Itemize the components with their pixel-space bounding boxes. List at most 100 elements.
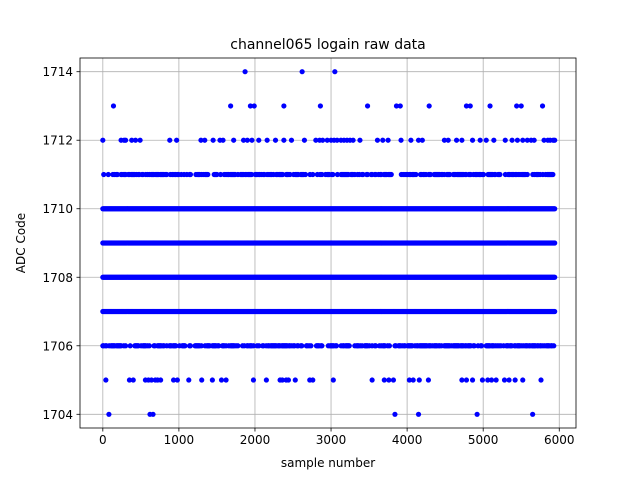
data-point bbox=[217, 171, 224, 178]
data-point bbox=[419, 137, 425, 143]
data-point bbox=[520, 377, 526, 383]
data-point bbox=[390, 377, 397, 383]
data-point bbox=[459, 137, 465, 143]
data-point bbox=[256, 343, 262, 349]
data-point bbox=[251, 103, 257, 109]
data-point bbox=[479, 377, 486, 383]
data-point bbox=[148, 377, 155, 383]
data-point bbox=[416, 377, 422, 383]
data-point bbox=[332, 69, 338, 75]
data-point bbox=[530, 411, 536, 417]
data-point bbox=[299, 343, 305, 349]
data-point bbox=[292, 377, 298, 383]
data-point bbox=[524, 137, 530, 143]
y-tick-label: 1712 bbox=[42, 134, 73, 148]
data-point bbox=[397, 103, 403, 109]
data-point bbox=[506, 377, 512, 383]
data-point bbox=[319, 171, 325, 178]
y-tick-label: 1710 bbox=[42, 202, 73, 216]
data-point bbox=[101, 171, 107, 178]
data-point bbox=[552, 206, 558, 212]
data-point bbox=[231, 137, 237, 143]
data-point bbox=[386, 343, 393, 349]
chart-title: channel065 logain raw data bbox=[230, 37, 425, 53]
y-axis-label: ADC Code bbox=[14, 213, 28, 273]
data-point bbox=[105, 171, 111, 178]
data-point bbox=[469, 377, 476, 383]
data-point bbox=[281, 103, 287, 109]
data-point bbox=[477, 137, 483, 143]
data-point bbox=[126, 377, 133, 383]
data-point bbox=[186, 377, 192, 383]
data-point bbox=[408, 137, 414, 143]
data-point bbox=[373, 343, 379, 349]
data-point bbox=[334, 137, 340, 143]
data-point bbox=[187, 171, 194, 178]
data-point bbox=[150, 411, 156, 417]
data-point bbox=[174, 377, 180, 383]
data-point bbox=[173, 343, 179, 349]
data-point bbox=[123, 137, 129, 143]
data-point bbox=[463, 377, 470, 383]
data-point bbox=[198, 343, 205, 349]
data-point bbox=[552, 240, 558, 246]
data-point bbox=[531, 137, 537, 143]
data-point bbox=[491, 137, 497, 143]
data-point bbox=[426, 103, 432, 109]
data-point bbox=[512, 377, 518, 383]
data-point bbox=[502, 137, 508, 143]
x-tick-label: 3000 bbox=[316, 433, 347, 447]
data-point bbox=[463, 103, 470, 109]
data-point bbox=[228, 103, 234, 109]
data-point bbox=[313, 137, 319, 143]
data-point bbox=[210, 137, 216, 143]
data-point bbox=[223, 377, 229, 383]
x-tick-label: 0 bbox=[99, 433, 107, 447]
data-point bbox=[471, 343, 477, 349]
data-point bbox=[137, 137, 143, 143]
data-point bbox=[214, 171, 220, 178]
data-point bbox=[324, 137, 330, 143]
y-tick-label: 1706 bbox=[42, 339, 73, 353]
x-axis-ticks: 0 1000 2000 3000 4000 5000 6000 bbox=[99, 428, 575, 447]
y-tick-label: 1708 bbox=[42, 271, 73, 285]
data-point bbox=[453, 137, 460, 143]
x-tick-label: 4000 bbox=[392, 433, 423, 447]
y-axis-ticks: 1704 1706 1708 1710 1712 1714 bbox=[42, 65, 80, 422]
data-point bbox=[249, 137, 255, 143]
data-point bbox=[106, 411, 112, 417]
data-point bbox=[302, 171, 309, 178]
data-point bbox=[249, 171, 255, 178]
data-point bbox=[474, 411, 480, 417]
data-point bbox=[514, 103, 520, 109]
data-point bbox=[218, 377, 225, 383]
data-point bbox=[199, 377, 205, 383]
data-point bbox=[388, 171, 394, 178]
data-point bbox=[167, 137, 173, 143]
data-point bbox=[398, 137, 404, 143]
data-point bbox=[364, 171, 371, 178]
data-point bbox=[247, 103, 254, 109]
data-point bbox=[333, 343, 340, 349]
data-point bbox=[164, 171, 170, 178]
data-point bbox=[357, 137, 363, 143]
data-point bbox=[209, 377, 215, 383]
data-point bbox=[130, 377, 136, 383]
data-point bbox=[244, 137, 250, 143]
x-tick-label: 6000 bbox=[544, 433, 575, 447]
data-point bbox=[158, 377, 164, 383]
data-point bbox=[114, 171, 121, 178]
data-point bbox=[320, 137, 326, 143]
data-point bbox=[317, 103, 323, 109]
data-point bbox=[485, 377, 491, 383]
data-point bbox=[381, 377, 387, 383]
data-point bbox=[493, 377, 499, 383]
data-point bbox=[497, 171, 503, 178]
data-point bbox=[480, 171, 487, 178]
data-point bbox=[170, 377, 177, 383]
data-point bbox=[288, 137, 295, 143]
data-point bbox=[479, 343, 485, 349]
data-point bbox=[410, 377, 416, 383]
